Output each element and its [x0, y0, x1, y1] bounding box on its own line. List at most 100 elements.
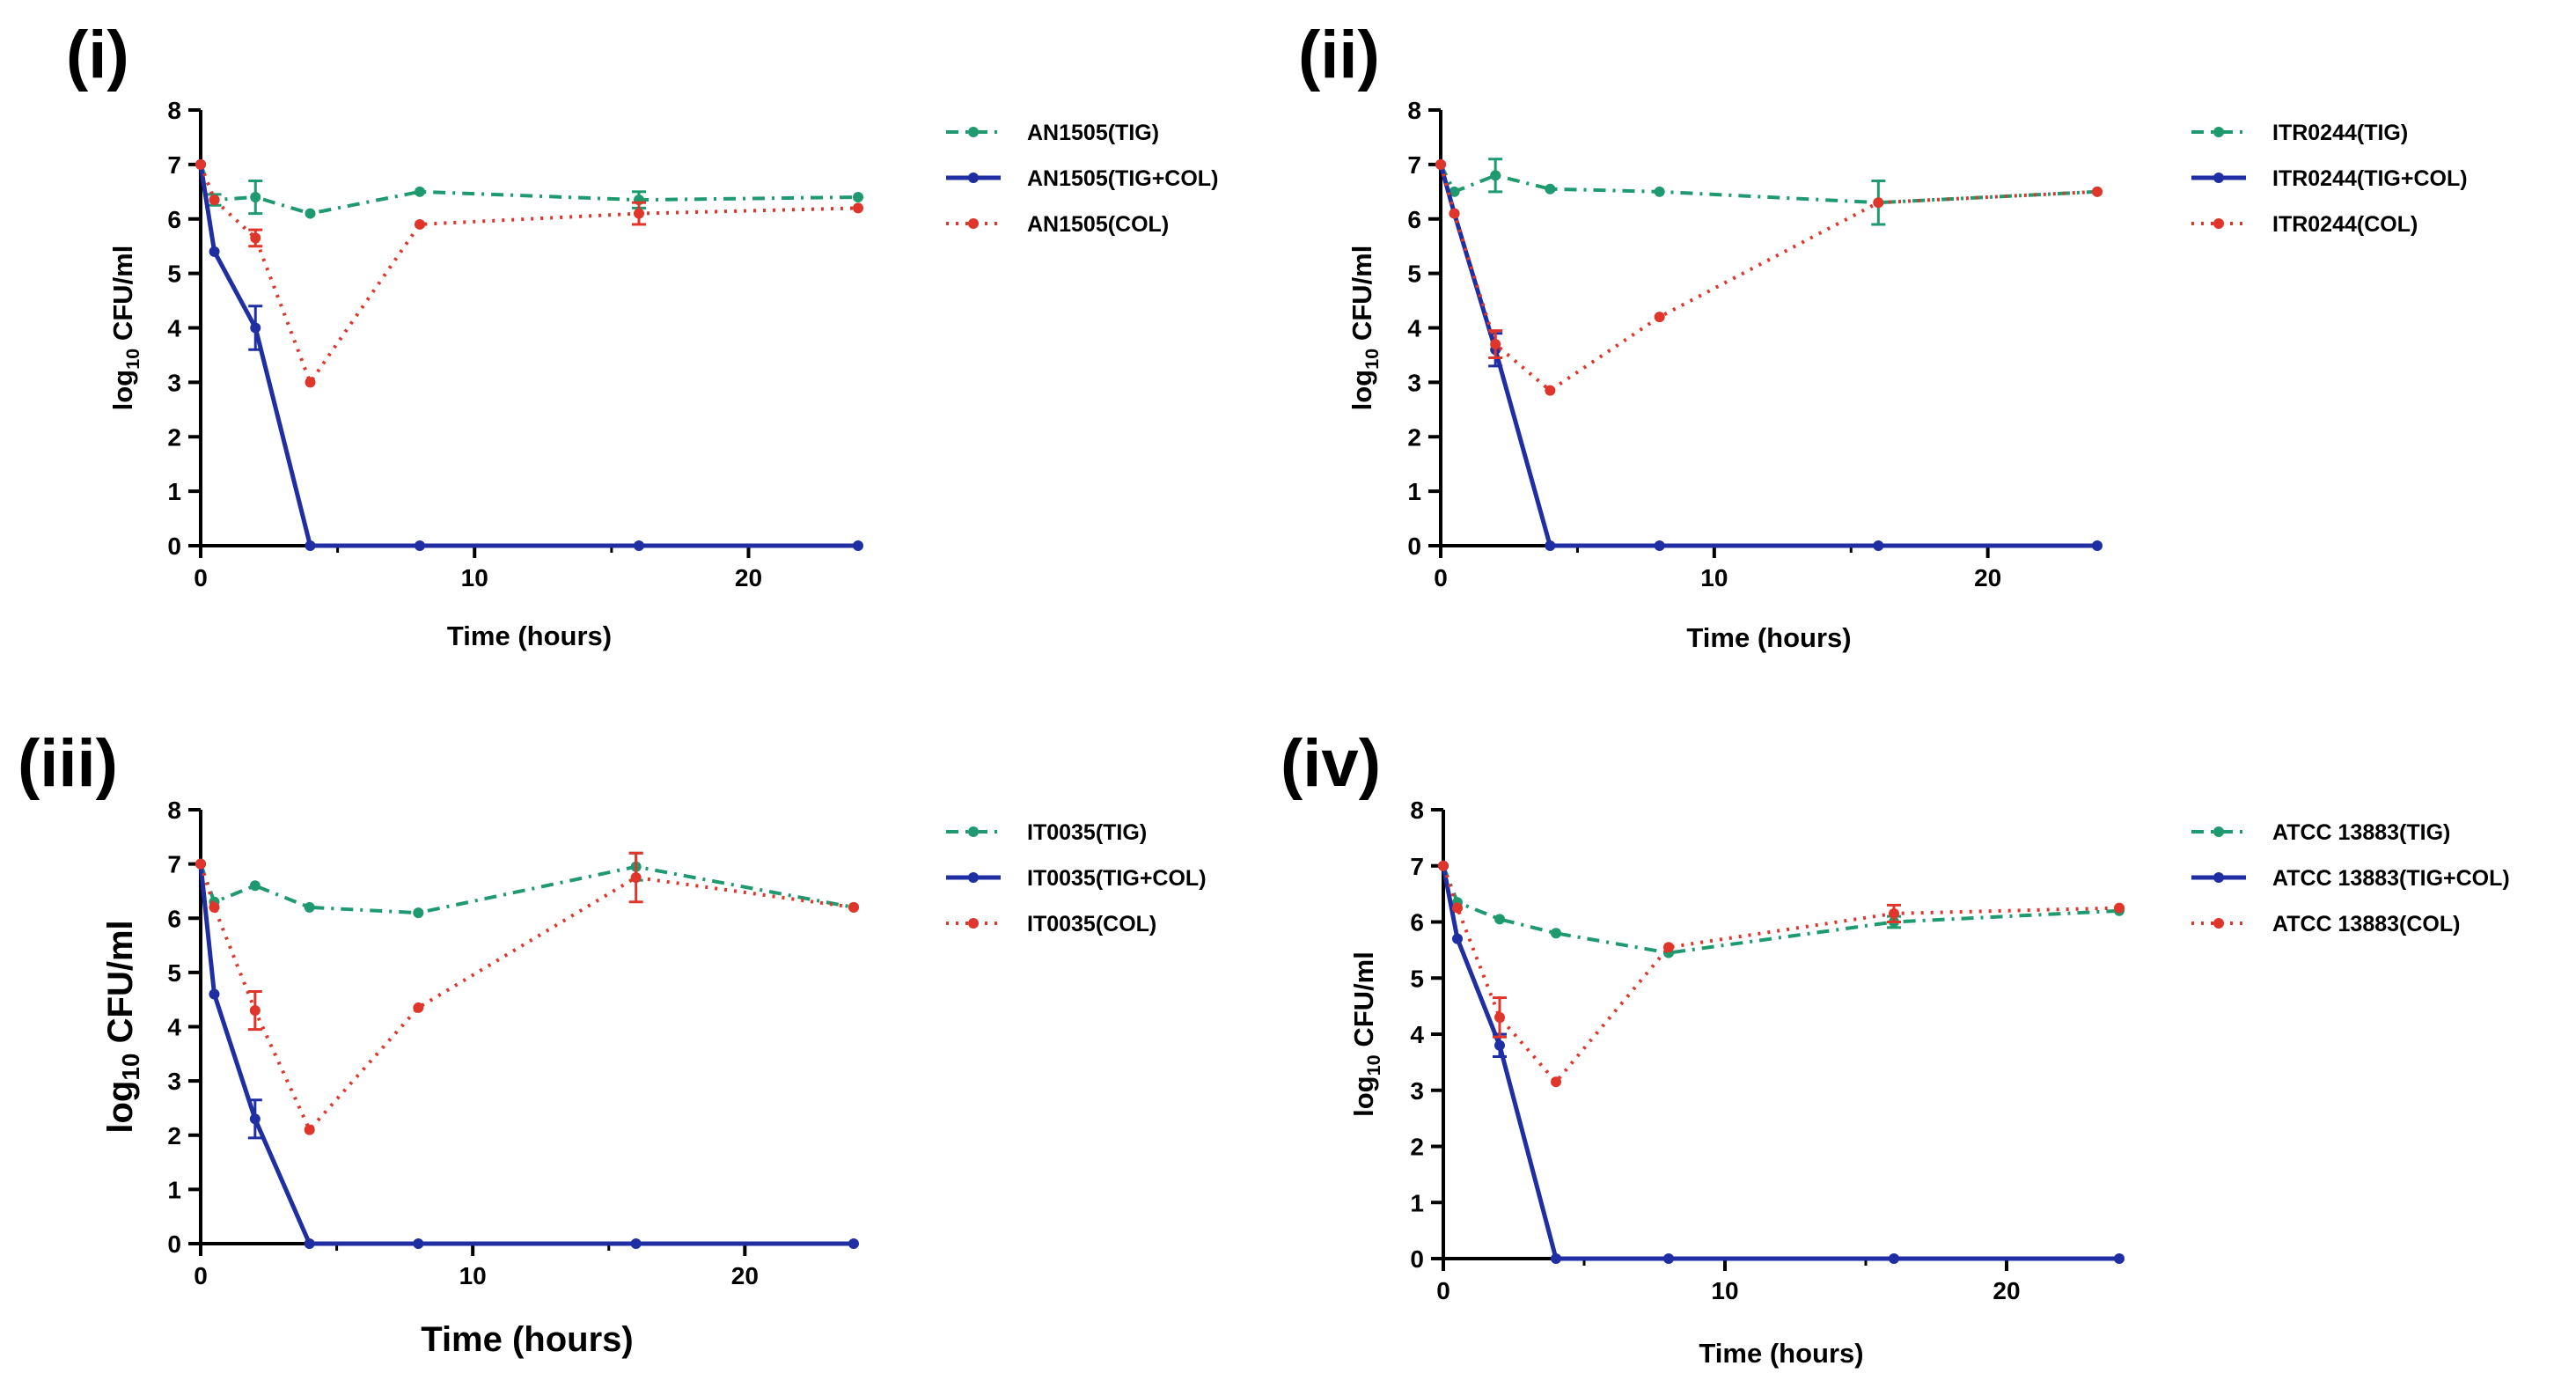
legend-label: ATCC 13883(TIG) — [2272, 820, 2450, 845]
series-line — [199, 863, 855, 1132]
legend-item: ATCC 13883(TIG+COL) — [2191, 866, 2510, 891]
y-axis-title: log10 CFU/ml — [101, 920, 144, 1133]
legend-label: ITR0244(COL) — [2272, 212, 2418, 237]
data-point — [2092, 540, 2103, 551]
data-point — [630, 1238, 642, 1249]
y-tick-label: 3 — [167, 1068, 181, 1095]
series-it0035-tig — [195, 851, 859, 919]
legend-swatch-marker — [2213, 918, 2224, 929]
legend-swatch-marker — [968, 218, 979, 229]
y-axis-title-log: log — [101, 1081, 140, 1134]
series-it0035-col — [195, 851, 859, 1135]
series-atcc-13883-tig-col — [1438, 860, 2125, 1264]
panel-label: (iv) — [1281, 726, 1381, 801]
y-axis-title-rest: CFU/ml — [101, 920, 140, 1053]
y-tick-label: 5 — [1410, 965, 1424, 992]
data-point — [853, 192, 863, 202]
legend-swatch-marker — [968, 918, 979, 929]
legend-item: AN1505(TIG+COL) — [946, 166, 1218, 191]
y-tick-label: 4 — [167, 315, 181, 342]
y-axis-title-sub: 10 — [121, 349, 143, 370]
y-axis-title-sub: 10 — [1362, 1054, 1384, 1076]
panel-label: (i) — [66, 18, 129, 92]
y-axis-title: log10 CFU/ml — [107, 246, 143, 411]
y-tick-label: 7 — [1407, 151, 1421, 179]
data-point — [1494, 914, 1505, 925]
series-line — [198, 863, 854, 1246]
data-point — [209, 988, 220, 1000]
data-point — [1449, 186, 1460, 197]
data-point — [413, 1002, 424, 1013]
data-point — [195, 158, 206, 170]
data-point — [305, 208, 316, 219]
data-point — [209, 901, 220, 913]
data-point — [1435, 158, 1446, 170]
legend-swatch-marker — [968, 872, 979, 883]
y-tick-label: 6 — [1410, 909, 1424, 936]
y-tick-label: 6 — [1407, 206, 1421, 233]
series-line — [198, 164, 858, 548]
data-point — [249, 1005, 261, 1017]
y-tick-label: 5 — [167, 959, 181, 987]
data-point — [1490, 170, 1501, 181]
y-tick-label: 1 — [167, 1176, 181, 1203]
y-axis-title-rest: CFU/ml — [1348, 951, 1379, 1054]
y-tick-label: 0 — [1410, 1245, 1424, 1273]
y-tick-label: 3 — [1407, 369, 1421, 396]
legend-item: ATCC 13883(COL) — [2191, 912, 2460, 936]
y-tick-label: 8 — [167, 97, 181, 124]
data-point — [1494, 1039, 1505, 1051]
data-point — [1452, 902, 1463, 914]
legend-swatch-marker — [968, 826, 979, 837]
x-tick-label: 0 — [194, 1262, 208, 1289]
data-point — [1663, 942, 1674, 953]
series-atcc-13883-tig — [1438, 860, 2125, 958]
y-tick-label: 0 — [167, 532, 181, 560]
data-point — [848, 1238, 859, 1249]
data-point — [634, 208, 644, 219]
data-point — [1551, 1253, 1561, 1264]
data-point — [1490, 339, 1501, 350]
data-point — [634, 540, 644, 551]
data-point — [250, 232, 261, 244]
data-point — [1551, 1076, 1561, 1088]
legend-item: ATCC 13883(TIG) — [2191, 820, 2450, 845]
legend-swatch-marker — [968, 127, 979, 137]
legend-item: IT0035(COL) — [946, 912, 1156, 936]
data-point — [853, 540, 863, 551]
y-axis-title: log10 CFU/ml — [1347, 246, 1383, 411]
y-tick-label: 5 — [1407, 261, 1421, 288]
y-tick-label: 4 — [167, 1014, 181, 1041]
data-point — [1545, 540, 1556, 551]
panel-label: (ii) — [1298, 18, 1380, 92]
y-tick-label: 4 — [1410, 1021, 1424, 1048]
legend-item: AN1505(TIG) — [946, 121, 1159, 145]
x-tick-label: 10 — [1700, 564, 1728, 591]
y-tick-label: 1 — [1410, 1189, 1424, 1216]
data-point — [1889, 1253, 1899, 1264]
legend-label: AN1505(TIG+COL) — [1027, 166, 1218, 191]
y-tick-label: 0 — [1407, 532, 1421, 560]
data-point — [1873, 540, 1884, 551]
legend-swatch-marker — [2213, 127, 2224, 137]
series-an1505-col — [195, 158, 863, 388]
data-point — [249, 1113, 261, 1125]
data-point — [2092, 186, 2103, 197]
data-point — [209, 246, 220, 257]
legend-swatch-marker — [968, 173, 979, 183]
legend-label: ITR0244(TIG) — [2272, 121, 2408, 145]
y-axis-title-log: log — [1348, 1076, 1379, 1117]
series-line — [1439, 164, 2098, 205]
data-point — [1438, 860, 1449, 871]
data-point — [630, 872, 642, 884]
data-point — [250, 192, 261, 202]
data-point — [1551, 928, 1561, 939]
y-axis-title-log: log — [1347, 370, 1377, 411]
data-point — [305, 377, 316, 388]
x-tick-label: 0 — [194, 564, 208, 591]
data-point — [1449, 208, 1460, 219]
y-tick-label: 1 — [1407, 478, 1421, 505]
data-point — [1452, 933, 1463, 944]
x-axis-title: Time (hours) — [421, 1320, 634, 1359]
y-tick-label: 3 — [167, 369, 181, 396]
